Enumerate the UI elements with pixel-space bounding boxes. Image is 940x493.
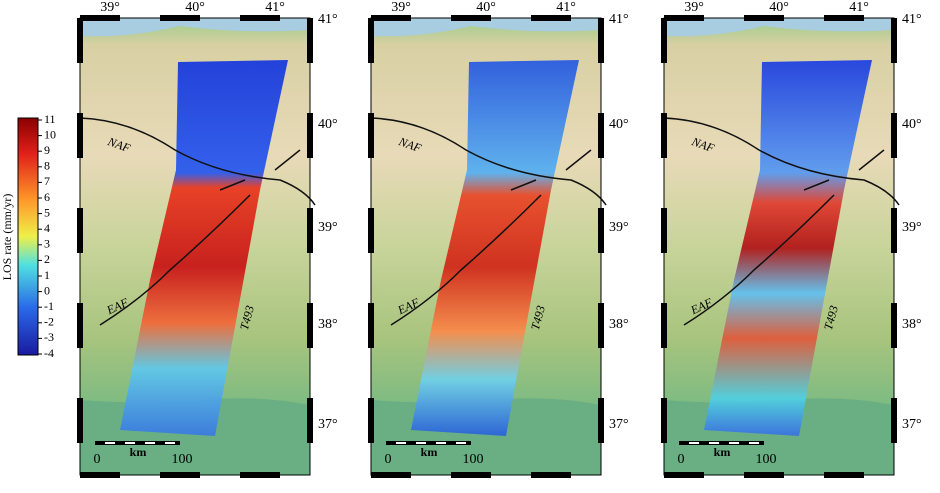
scale-unit: km (714, 445, 731, 459)
longitude-label: 41° (556, 0, 576, 15)
fault-line (683, 194, 835, 326)
colorbar-tick-label: 1 (44, 268, 50, 282)
track-label: T493 (528, 304, 548, 331)
longitude-label: 41° (849, 0, 869, 15)
fault-line (803, 149, 885, 191)
latitude-label: 37° (609, 417, 629, 432)
scale-end: 100 (463, 452, 484, 467)
colorbar-tick-label: -3 (44, 330, 54, 344)
latitude-label: 41° (318, 12, 338, 27)
latitude-label: 38° (902, 317, 922, 332)
latitude-label: 37° (318, 417, 338, 432)
colorbar-tick-label: 3 (44, 237, 50, 251)
fault-line (99, 194, 251, 326)
colorbar-tick-label: 9 (44, 143, 50, 157)
scale-unit: km (421, 445, 438, 459)
lake (371, 18, 601, 37)
track-label: T493 (237, 304, 257, 331)
fault-line (79, 117, 316, 206)
latitude-label: 38° (318, 317, 338, 332)
latitude-label: 40° (902, 117, 922, 132)
latitude-label: 37° (902, 417, 922, 432)
latitude-label: 41° (902, 12, 922, 27)
fault-line (370, 117, 607, 206)
colorbar-tick-label: -4 (44, 346, 54, 360)
fault-line (219, 149, 301, 191)
colorbar-tick-label: 5 (44, 205, 50, 219)
colorbar-tick-label: -1 (44, 299, 54, 313)
colorbar-tick-label: 8 (44, 159, 50, 173)
track-label: T493 (821, 304, 841, 331)
lake (664, 18, 894, 37)
latitude-label: 38° (609, 317, 629, 332)
latitude-label: 39° (902, 220, 922, 235)
colorbar-tick-label: 2 (44, 252, 50, 266)
longitude-label: 40° (769, 0, 789, 15)
longitude-label: 41° (265, 0, 285, 15)
colorbar-tick-label: 11 (44, 112, 56, 126)
insar-swath (411, 60, 579, 436)
fault-line (390, 194, 542, 326)
colorbar-label: LOS rate (mm/yr) (0, 194, 14, 281)
colorbar-tick-label: 10 (44, 127, 56, 141)
scale-start: 0 (385, 452, 392, 467)
latitude-label: 40° (318, 117, 338, 132)
scale-start: 0 (678, 452, 685, 467)
colorbar-tick-label: 0 (44, 283, 50, 297)
scale-end: 100 (172, 452, 193, 467)
insar-swath (704, 60, 872, 436)
longitude-label: 40° (185, 0, 205, 15)
fault-line (510, 149, 592, 191)
longitude-label: 40° (476, 0, 496, 15)
latitude-label: 39° (318, 220, 338, 235)
longitude-label: 39° (100, 0, 120, 15)
colorbar-tick-label: 4 (44, 221, 50, 235)
colorbar-tick-label: 6 (44, 190, 50, 204)
lake (80, 18, 310, 37)
colorbar (17, 117, 39, 356)
latitude-label: 40° (609, 117, 629, 132)
latitude-label: 39° (609, 220, 629, 235)
scale-start: 0 (94, 452, 101, 467)
insar-swath (120, 60, 288, 436)
latitude-label: 41° (609, 12, 629, 27)
longitude-label: 39° (391, 0, 411, 15)
colorbar-tick-label: 7 (44, 174, 50, 188)
scale-unit: km (130, 445, 147, 459)
fault-line (663, 117, 900, 206)
longitude-label: 39° (684, 0, 704, 15)
colorbar-tick-label: -2 (44, 315, 54, 329)
scale-end: 100 (756, 452, 777, 467)
